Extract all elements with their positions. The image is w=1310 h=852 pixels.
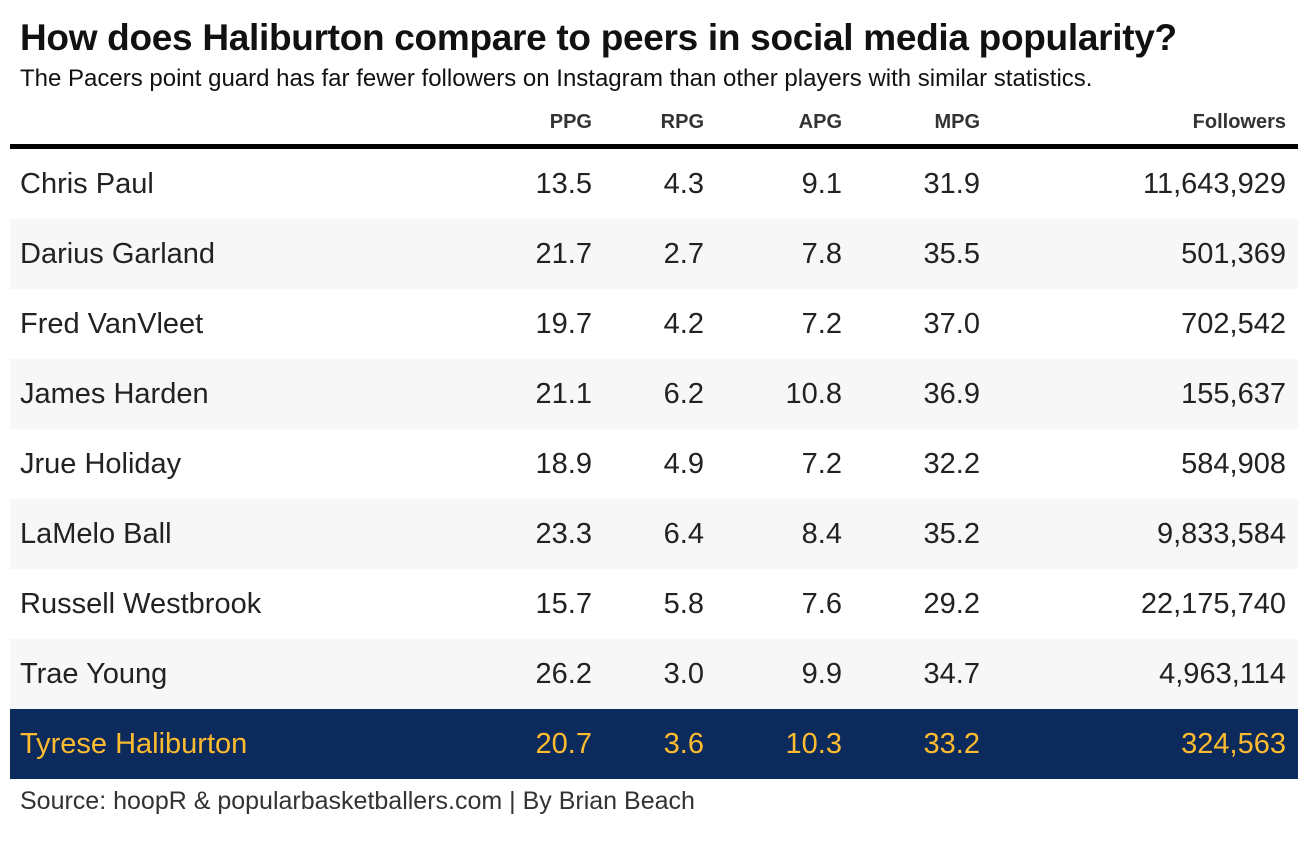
header-mpg: MPG (854, 100, 992, 149)
cell-apg: 9.9 (716, 639, 854, 709)
cell-followers: 584,908 (1181, 447, 1286, 480)
cell-player: Tyrese Haliburton (10, 709, 490, 779)
cell-mpg: 35.5 (854, 219, 992, 289)
cell-mpg: 33.2 (854, 709, 992, 779)
cell-rpg: 5.8 (663, 587, 704, 620)
cell-followers: 501,369 (992, 219, 1298, 289)
cell-player: Chris Paul (20, 167, 154, 200)
chart-subtitle: The Pacers point guard has far fewer fol… (20, 65, 1093, 92)
cell-player: LaMelo Ball (10, 499, 490, 569)
cell-player: Trae Young (10, 639, 490, 709)
cell-rpg: 3.0 (604, 639, 716, 709)
header-rpg: RPG (604, 100, 716, 149)
cell-followers: 11,643,929 (1143, 167, 1286, 200)
cell-mpg: 35.2 (854, 499, 992, 569)
header-player (10, 100, 490, 149)
cell-apg: 7.6 (801, 587, 842, 620)
cell-player: James Harden (10, 359, 490, 429)
cell-player: Russell Westbrook (20, 587, 262, 620)
table-body: Chris Paul 13.5 4.3 9.1 31.9 11,643,929 Darius… (10, 147, 1298, 779)
cell-player: Fred VanVleet (20, 307, 204, 340)
table-row: Russell Westbrook 15.7 5.8 7.6 29.2 22,175,74… (10, 569, 1298, 639)
cell-rpg: 6.4 (604, 499, 716, 569)
cell-mpg: 31.9 (923, 167, 980, 200)
cell-rpg: 2.7 (604, 219, 716, 289)
cell-ppg: 20.7 (490, 709, 604, 779)
cell-apg: 10.8 (716, 359, 854, 429)
cell-rpg: 3.6 (604, 709, 716, 779)
cell-followers: 4,963,114 (992, 639, 1298, 709)
cell-rpg: 6.2 (604, 359, 716, 429)
cell-followers: 702,542 (1181, 307, 1286, 340)
cell-apg: 7.2 (801, 307, 842, 340)
cell-player: Jrue Holiday (20, 447, 182, 480)
cell-mpg: 36.9 (854, 359, 992, 429)
cell-rpg: 4.3 (663, 167, 704, 200)
cell-ppg: 26.2 (490, 639, 604, 709)
cell-ppg: 21.1 (490, 359, 604, 429)
table-row: LaMelo Ball 23.3 6.4 8.4 35.2 9,833,584 (10, 499, 1298, 569)
cell-ppg: 23.3 (490, 499, 604, 569)
cell-followers: 155,637 (992, 359, 1298, 429)
cell-followers: 324,563 (992, 709, 1298, 779)
cell-ppg: 18.9 (535, 447, 592, 480)
header-ppg: PPG (490, 100, 604, 149)
cell-mpg: 29.2 (923, 587, 980, 620)
cell-mpg: 37.0 (923, 307, 980, 340)
table-row-highlighted: Tyrese Haliburton 20.7 3.6 10.3 33.2 324,563 (10, 709, 1298, 779)
cell-mpg: 34.7 (854, 639, 992, 709)
cell-rpg: 4.2 (663, 307, 704, 340)
header-followers: Followers (992, 100, 1298, 149)
cell-ppg: 13.5 (535, 167, 592, 200)
table-row: Jrue Holiday 18.9 4.9 7.2 32.2 584,908 (10, 429, 1298, 499)
cell-rpg: 4.9 (663, 447, 704, 480)
chart-title: How does Haliburton compare to peers in … (20, 17, 1177, 58)
chart-container: How does Haliburton compare to peers in … (10, 0, 1298, 816)
cell-apg: 7.2 (801, 447, 842, 480)
header-row: PPG RPG APG MPG Followers (10, 100, 1298, 149)
cell-apg: 7.8 (716, 219, 854, 289)
table-row: Darius Garland 21.7 2.7 7.8 35.5 501,369 (10, 219, 1298, 289)
table-row: Fred VanVleet 19.7 4.2 7.2 37.0 702,542 (10, 289, 1298, 359)
cell-followers: 9,833,584 (992, 499, 1298, 569)
table-row: Chris Paul 13.5 4.3 9.1 31.9 11,643,929 (10, 147, 1298, 220)
cell-apg: 9.1 (801, 167, 842, 200)
cell-ppg: 21.7 (490, 219, 604, 289)
source-note: Source: hoopR & popularbasketballers.com… (20, 787, 695, 815)
stats-table: PPG RPG APG MPG Followers Chris Paul 13.5… (10, 100, 1298, 779)
cell-ppg: 15.7 (535, 587, 592, 620)
table-row: Trae Young 26.2 3.0 9.9 34.7 4,963,114 (10, 639, 1298, 709)
cell-apg: 10.3 (716, 709, 854, 779)
table-row: James Harden 21.1 6.2 10.8 36.9 155,637 (10, 359, 1298, 429)
cell-followers: 22,175,740 (1140, 587, 1286, 620)
cell-player: Darius Garland (10, 219, 490, 289)
cell-ppg: 19.7 (535, 307, 592, 340)
cell-mpg: 32.2 (923, 447, 980, 480)
cell-apg: 8.4 (716, 499, 854, 569)
header-apg: APG (716, 100, 854, 149)
